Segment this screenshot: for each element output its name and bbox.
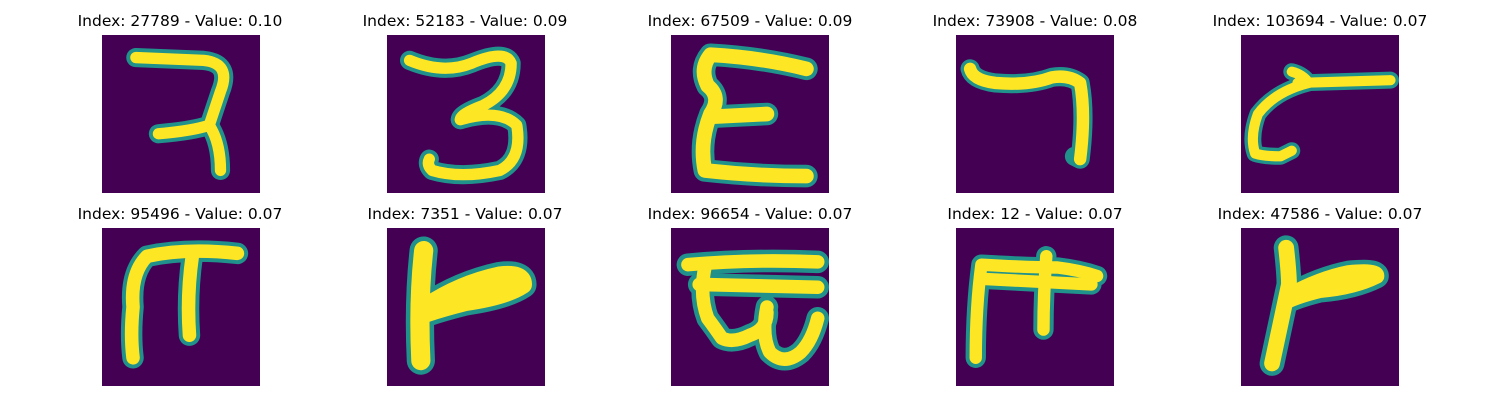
panel-8-title: Index: 96654 - Value: 0.07 <box>647 205 853 223</box>
panel-7-image <box>387 228 545 386</box>
panel-9-title: Index: 12 - Value: 0.07 <box>947 205 1123 223</box>
panel-1-title: Index: 27789 - Value: 0.10 <box>77 12 283 30</box>
panel-9-image <box>956 228 1114 386</box>
panel-8-image <box>671 228 829 386</box>
panel-10-image <box>1241 228 1399 386</box>
panel-1-image <box>102 35 260 193</box>
panel-7-title: Index: 7351 - Value: 0.07 <box>367 205 563 223</box>
panel-2-image <box>387 35 545 193</box>
panel-10-title: Index: 47586 - Value: 0.07 <box>1217 205 1423 223</box>
panel-4-image <box>956 35 1114 193</box>
panel-5-title: Index: 103694 - Value: 0.07 <box>1212 12 1428 30</box>
panel-3-title: Index: 67509 - Value: 0.09 <box>647 12 853 30</box>
panel-3-image <box>671 35 829 193</box>
panel-2-title: Index: 52183 - Value: 0.09 <box>362 12 568 30</box>
panel-6-image <box>102 228 260 386</box>
panel-5-image <box>1241 35 1399 193</box>
panel-6-title: Index: 95496 - Value: 0.07 <box>77 205 283 223</box>
panel-4-title: Index: 73908 - Value: 0.08 <box>932 12 1138 30</box>
